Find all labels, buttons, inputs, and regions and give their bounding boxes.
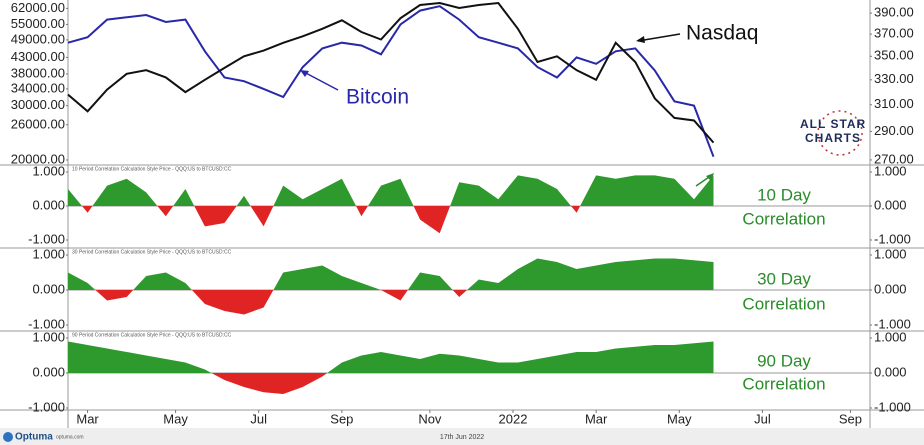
brand-icon (3, 432, 13, 442)
arrow-head (300, 70, 309, 77)
footer-brand: Optuma (15, 432, 53, 443)
y-tick-label: -1.000 (874, 231, 911, 246)
y-tick-label: 1.000 (874, 329, 907, 344)
y-tick-label: 34000.00 (11, 80, 65, 95)
y-tick-label: 1.000 (874, 246, 907, 261)
correlation-area (68, 258, 714, 315)
y-tick-label: -1.000 (28, 231, 65, 246)
y-tick-label: -1.000 (874, 316, 911, 331)
arrow-head (706, 173, 714, 181)
panel-title: 10 Period Correlation Calculation Style … (72, 166, 232, 172)
y-tick-label: 0.000 (32, 281, 65, 296)
y-tick-label: 43000.00 (11, 49, 65, 64)
annotation: Bitcoin (346, 86, 409, 109)
y2-tick-label: 310.00 (874, 96, 914, 111)
x-tick-label: Mar (76, 411, 99, 426)
y-tick-label: -1.000 (874, 399, 911, 414)
y-tick-label: 55000.00 (11, 16, 65, 31)
series-line (67, 5, 715, 158)
annotation: Nasdaq (686, 22, 758, 45)
y-tick-label: 1.000 (32, 246, 65, 261)
correlation-area (68, 175, 714, 234)
x-tick-label: 2022 (499, 411, 528, 426)
x-tick-label: May (163, 411, 188, 426)
correlation-area (68, 341, 714, 394)
footer-site: optuma.com (56, 434, 84, 440)
series-line (67, 1, 715, 144)
annotation: 10 Day (757, 185, 811, 204)
y-tick-label: 0.000 (32, 364, 65, 379)
y2-tick-label: 370.00 (874, 26, 914, 41)
logo-text: CHARTS (805, 131, 861, 145)
panel-title: 30 Period Correlation Calculation Style … (72, 249, 232, 255)
y2-tick-label: 390.00 (874, 5, 914, 20)
y-tick-label: 30000.00 (11, 97, 65, 112)
arrow-head (636, 36, 645, 43)
y-tick-label: 0.000 (874, 197, 907, 212)
annotation: Correlation (742, 374, 825, 393)
x-tick-label: Jul (754, 411, 771, 426)
y-tick-label: 38000.00 (11, 65, 65, 80)
annotation: 30 Day (757, 269, 811, 288)
footer-bar (0, 428, 924, 445)
logo-ring (817, 110, 863, 156)
y-tick-label: 1.000 (32, 163, 65, 178)
y-tick-label: 20000.00 (11, 151, 65, 166)
x-tick-label: Mar (585, 411, 608, 426)
x-tick-label: Sep (839, 411, 862, 426)
x-tick-label: Nov (418, 411, 442, 426)
arrow (301, 70, 339, 91)
y-tick-label: -1.000 (28, 399, 65, 414)
logo-text: ALL STAR (800, 117, 866, 131)
y-tick-label: 0.000 (874, 281, 907, 296)
y-tick-label: 49000.00 (11, 31, 65, 46)
y2-tick-label: 270.00 (874, 151, 914, 166)
arrow (637, 33, 681, 42)
annotation: 90 Day (757, 351, 811, 370)
annotation: Correlation (742, 209, 825, 228)
y2-tick-label: 290.00 (874, 123, 914, 138)
y-tick-label: 1.000 (32, 329, 65, 344)
y-tick-label: 62000.00 (11, 0, 65, 15)
y-tick-label: 26000.00 (11, 116, 65, 131)
panel-title: 90 Period Correlation Calculation Style … (72, 332, 232, 338)
y-tick-label: -1.000 (28, 316, 65, 331)
footer-date: 17th Jun 2022 (440, 434, 484, 441)
y-tick-label: 0.000 (32, 197, 65, 212)
annotation: Correlation (742, 294, 825, 313)
plots: 20000.00 26000.00 30000.00 34000.0038000.00… (11, 0, 914, 426)
x-tick-label: Jul (250, 411, 267, 426)
y2-tick-label: 350.00 (874, 48, 914, 63)
y-tick-label: 0.000 (874, 364, 907, 379)
y-tick-label: 1.000 (874, 163, 907, 178)
y2-tick-label: 330.00 (874, 71, 914, 86)
x-tick-label: Sep (330, 411, 353, 426)
x-tick-label: May (667, 411, 692, 426)
